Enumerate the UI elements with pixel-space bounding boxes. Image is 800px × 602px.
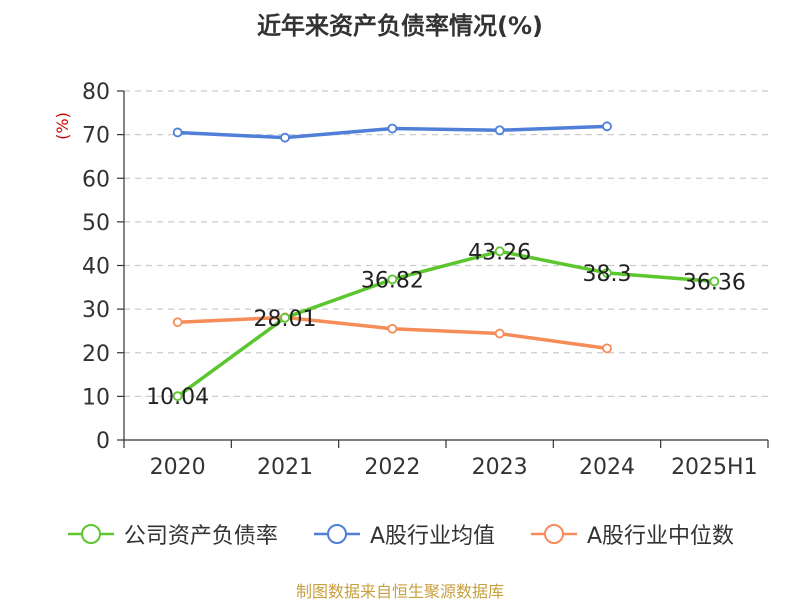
y-tick-label: 80 [82,80,110,105]
data-point [172,391,183,402]
series-line-0 [176,249,715,398]
legend-item[interactable]: A股行业中位数 [529,518,734,550]
x-tick-label: 2023 [472,455,528,480]
data-point [494,125,505,136]
data-label: 36.82 [361,268,424,293]
x-tick-label: 2022 [364,455,420,480]
data-label: 10.04 [146,385,209,410]
y-axis-unit-label: (%) [53,112,72,140]
data-point [280,312,290,323]
x-tick-label: 2024 [579,455,635,480]
y-tick-label: 10 [82,385,110,410]
data-point [709,276,720,287]
x-tick-label: 2021 [257,455,313,480]
legend: 公司资产负债率 A股行业均值 A股行业中位数 [0,518,800,550]
y-tick-label: 70 [82,124,110,149]
data-point [602,268,612,278]
data-point [172,127,183,138]
data-point [387,123,398,134]
data-label: 28.01 [254,307,317,332]
legend-label: A股行业中位数 [587,524,735,549]
data-point [172,317,183,328]
legend-item[interactable]: 公司资产负债率 [66,518,278,550]
data-point [387,323,398,334]
data-point [280,132,290,143]
data-point [602,121,612,132]
legend-line-marker-icon [313,524,360,544]
chart-title: 近年来资产负债率情况(%) [257,12,543,40]
y-tick-label: 60 [82,167,110,192]
data-point [602,343,612,354]
data-label: 38.3 [583,262,632,287]
y-tick-label: 20 [82,342,110,367]
source-note: 制图数据来自恒生聚源数据库 [295,582,504,601]
data-point [387,274,398,285]
x-tick-label: 2020 [150,455,206,480]
y-tick-label: 50 [82,211,110,236]
legend-line-marker-icon [531,524,577,544]
data-label: 43.26 [468,240,531,265]
y-tick-label: 0 [96,429,110,454]
data-point [494,246,505,257]
data-point [494,328,505,339]
legend-label: A股行业均值 [369,524,495,549]
legend-item[interactable]: A股行业均值 [312,518,495,550]
y-tick-label: 30 [82,298,110,323]
legend-line-marker-icon [67,524,114,544]
data-label: 36.36 [683,270,746,295]
legend-label: 公司资产负债率 [123,524,278,549]
y-tick-label: 40 [82,255,110,280]
x-tick-label: 2025H1 [671,455,758,480]
